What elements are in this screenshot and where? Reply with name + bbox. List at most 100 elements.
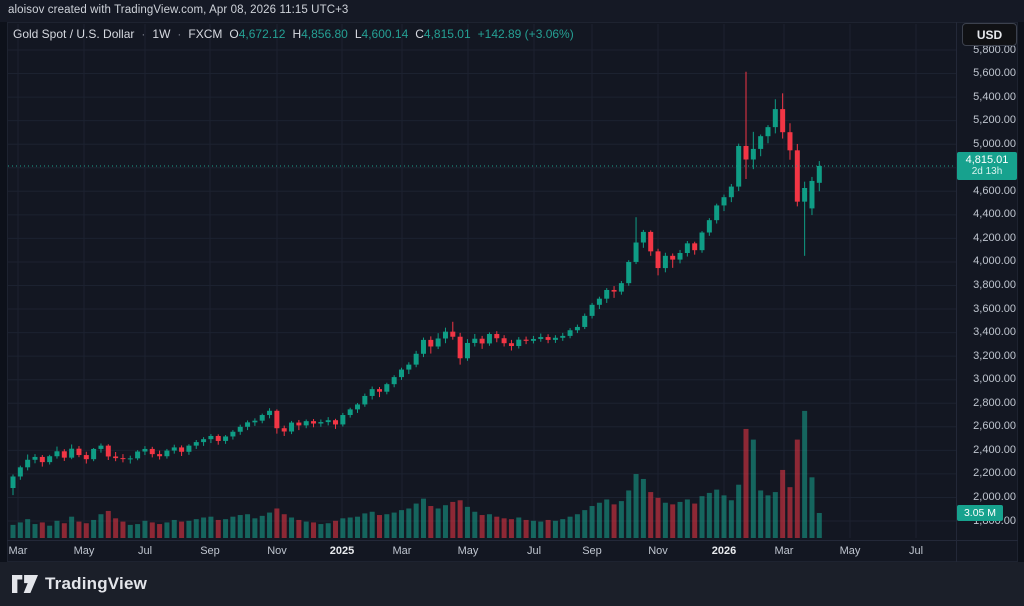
candle-body bbox=[479, 338, 485, 344]
legend-separator: · bbox=[177, 27, 182, 41]
volume-bar bbox=[398, 510, 404, 538]
plot-area[interactable] bbox=[8, 24, 956, 538]
volume-bar bbox=[582, 510, 588, 538]
candle-body bbox=[274, 410, 280, 429]
time-axis-label: Mar bbox=[8, 545, 28, 557]
volume-bar bbox=[809, 477, 815, 538]
volume-bar bbox=[479, 515, 485, 538]
candle-body bbox=[728, 186, 734, 198]
tradingview-logo[interactable]: TradingView bbox=[12, 574, 147, 594]
time-axis-label: Mar bbox=[774, 545, 794, 557]
volume-bar bbox=[208, 516, 214, 538]
volume-bar bbox=[91, 519, 97, 538]
volume-bar bbox=[596, 502, 602, 538]
currency-button[interactable]: USD bbox=[962, 23, 1017, 46]
legend-symbol-title[interactable]: Gold Spot / U.S. Dollar bbox=[13, 27, 135, 41]
legend-exchange: FXCM bbox=[188, 27, 223, 41]
candle-body bbox=[618, 283, 624, 292]
price-axis-label: 5,600.00 bbox=[973, 67, 1016, 80]
price-axis-label: 2,600.00 bbox=[973, 420, 1016, 433]
candle-body bbox=[655, 251, 661, 269]
symbol-legend: Gold Spot / U.S. Dollar · 1W · FXCM O4,6… bbox=[13, 27, 574, 41]
candle-body bbox=[420, 339, 426, 354]
volume-bar bbox=[508, 519, 514, 538]
volume-bar bbox=[589, 506, 595, 538]
volume-bar bbox=[201, 517, 207, 538]
volume-bar bbox=[677, 501, 683, 538]
candle-body bbox=[677, 253, 683, 260]
candle-body bbox=[567, 330, 573, 336]
price-badge-value: 4,815.01 bbox=[965, 154, 1009, 167]
volume-bar bbox=[530, 520, 536, 538]
volume-bar bbox=[611, 504, 617, 538]
candle-body bbox=[333, 420, 339, 425]
time-axis-label: Nov bbox=[267, 545, 287, 557]
candle-body bbox=[355, 404, 361, 410]
candle-body bbox=[17, 467, 23, 477]
price-axis-label: 4,000.00 bbox=[973, 255, 1016, 268]
volume-bar bbox=[670, 504, 676, 538]
candle-body bbox=[230, 431, 236, 437]
candle-body bbox=[787, 132, 793, 151]
candle-body bbox=[296, 422, 302, 426]
price-axis-label: 4,400.00 bbox=[973, 208, 1016, 221]
candle-body bbox=[472, 338, 478, 343]
volume-bar bbox=[640, 478, 646, 538]
volume-bar bbox=[435, 508, 441, 538]
candle-body bbox=[32, 456, 38, 460]
price-axis-label: 4,600.00 bbox=[973, 184, 1016, 197]
price-axis-label: 5,000.00 bbox=[973, 137, 1016, 150]
candle-body bbox=[193, 442, 199, 446]
volume-bar bbox=[259, 515, 265, 538]
volume-bar bbox=[127, 524, 133, 538]
footer-bar: TradingView bbox=[0, 562, 1024, 606]
volume-bar bbox=[457, 500, 463, 538]
volume-bar bbox=[25, 519, 31, 538]
candle-body bbox=[267, 410, 273, 416]
candle-body bbox=[281, 428, 287, 432]
volume-bar bbox=[486, 514, 492, 538]
candle-body bbox=[406, 364, 412, 370]
time-axis-label: Sep bbox=[200, 545, 220, 557]
volume-badge: 3.05 M bbox=[957, 504, 1003, 521]
candle-body bbox=[142, 448, 148, 452]
volume-bar bbox=[230, 516, 236, 538]
candle-body bbox=[435, 338, 441, 347]
price-axis-label: 2,400.00 bbox=[973, 443, 1016, 456]
volume-bar bbox=[648, 492, 654, 538]
volume-bar bbox=[626, 490, 632, 538]
candle-body bbox=[538, 337, 544, 339]
volume-bar bbox=[10, 524, 16, 538]
candle-body bbox=[758, 136, 764, 149]
price-axis-label: 5,200.00 bbox=[973, 114, 1016, 127]
volume-bar bbox=[750, 439, 756, 538]
volume-bar bbox=[32, 524, 38, 538]
volume-bar bbox=[186, 520, 192, 538]
volume-bar bbox=[655, 497, 661, 538]
candle-body bbox=[245, 422, 251, 427]
candle-body bbox=[809, 180, 815, 209]
time-axis-label: May bbox=[839, 545, 861, 557]
candle-body bbox=[662, 255, 668, 269]
tradingview-logo-icon bbox=[12, 575, 38, 593]
legend-ohlc-open: O4,672.12 bbox=[229, 27, 286, 41]
candle-body bbox=[252, 420, 258, 423]
volume-bar bbox=[794, 439, 800, 538]
volume-bar bbox=[494, 516, 500, 538]
legend-ohlc-high: H4,856.80 bbox=[292, 27, 348, 41]
volume-bar bbox=[391, 512, 397, 538]
candle-body bbox=[215, 435, 221, 441]
candle-body bbox=[626, 261, 632, 284]
volume-bar bbox=[787, 487, 793, 538]
volume-bar bbox=[333, 520, 339, 538]
price-axis-label: 2,800.00 bbox=[973, 396, 1016, 409]
volume-bar bbox=[113, 518, 119, 538]
volume-bar bbox=[560, 519, 566, 538]
legend-interval[interactable]: 1W bbox=[152, 27, 171, 41]
candle-body bbox=[61, 451, 67, 458]
price-axis-label: 3,600.00 bbox=[973, 302, 1016, 315]
volume-bar bbox=[816, 512, 822, 538]
candle-body bbox=[149, 448, 155, 455]
candle-body bbox=[208, 435, 214, 440]
volume-bar bbox=[252, 518, 258, 538]
